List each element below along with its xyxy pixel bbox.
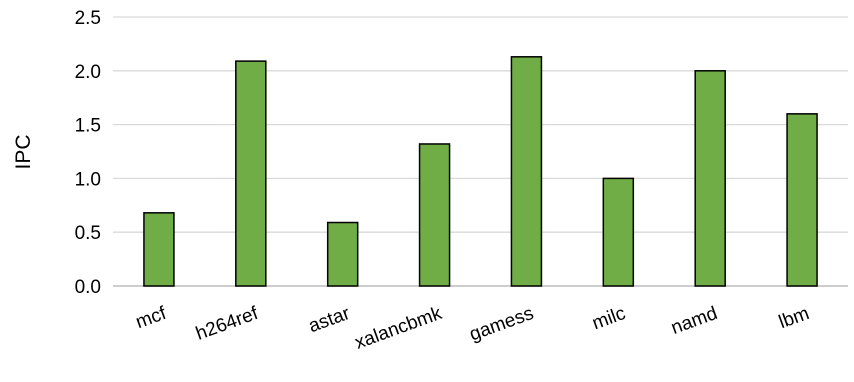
x-tick-label: namd (668, 303, 720, 339)
x-tick-label: milc (589, 303, 628, 334)
y-tick-label: 1.0 (75, 169, 101, 190)
grid-lines (113, 16, 848, 287)
bar-h264ref (235, 60, 267, 287)
bar-mcf (143, 212, 175, 287)
bar-milc (602, 177, 635, 287)
y-tick-label: 2.0 (75, 62, 101, 83)
bar-namd (694, 70, 726, 287)
x-tick-labels: mcf h264ref astar xalancbmk gamess milc namd lb… (133, 303, 812, 354)
x-tick-label: mcf (133, 303, 170, 333)
bar-astar (326, 221, 359, 287)
x-tick-label: h264ref (193, 303, 261, 345)
y-tick-label: 1.5 (75, 116, 101, 137)
bar-xalancbmk (418, 143, 451, 287)
x-tick-label: gamess (467, 303, 537, 345)
y-axis-title: IPC (12, 134, 35, 169)
bar-lbm (786, 113, 818, 287)
x-tick-label: astar (306, 303, 354, 337)
y-tick-label: 0.5 (75, 223, 101, 244)
y-tick-labels: 0.0 0.5 1.0 1.5 2.0 2.5 (75, 8, 101, 298)
y-tick-label: 0.0 (75, 277, 101, 298)
y-tick-label: 2.5 (75, 8, 101, 29)
x-tick-label: lbm (776, 303, 812, 333)
bars (143, 56, 818, 287)
x-tick-label: xalancbmk (352, 303, 445, 354)
bar-gamess (510, 56, 543, 287)
